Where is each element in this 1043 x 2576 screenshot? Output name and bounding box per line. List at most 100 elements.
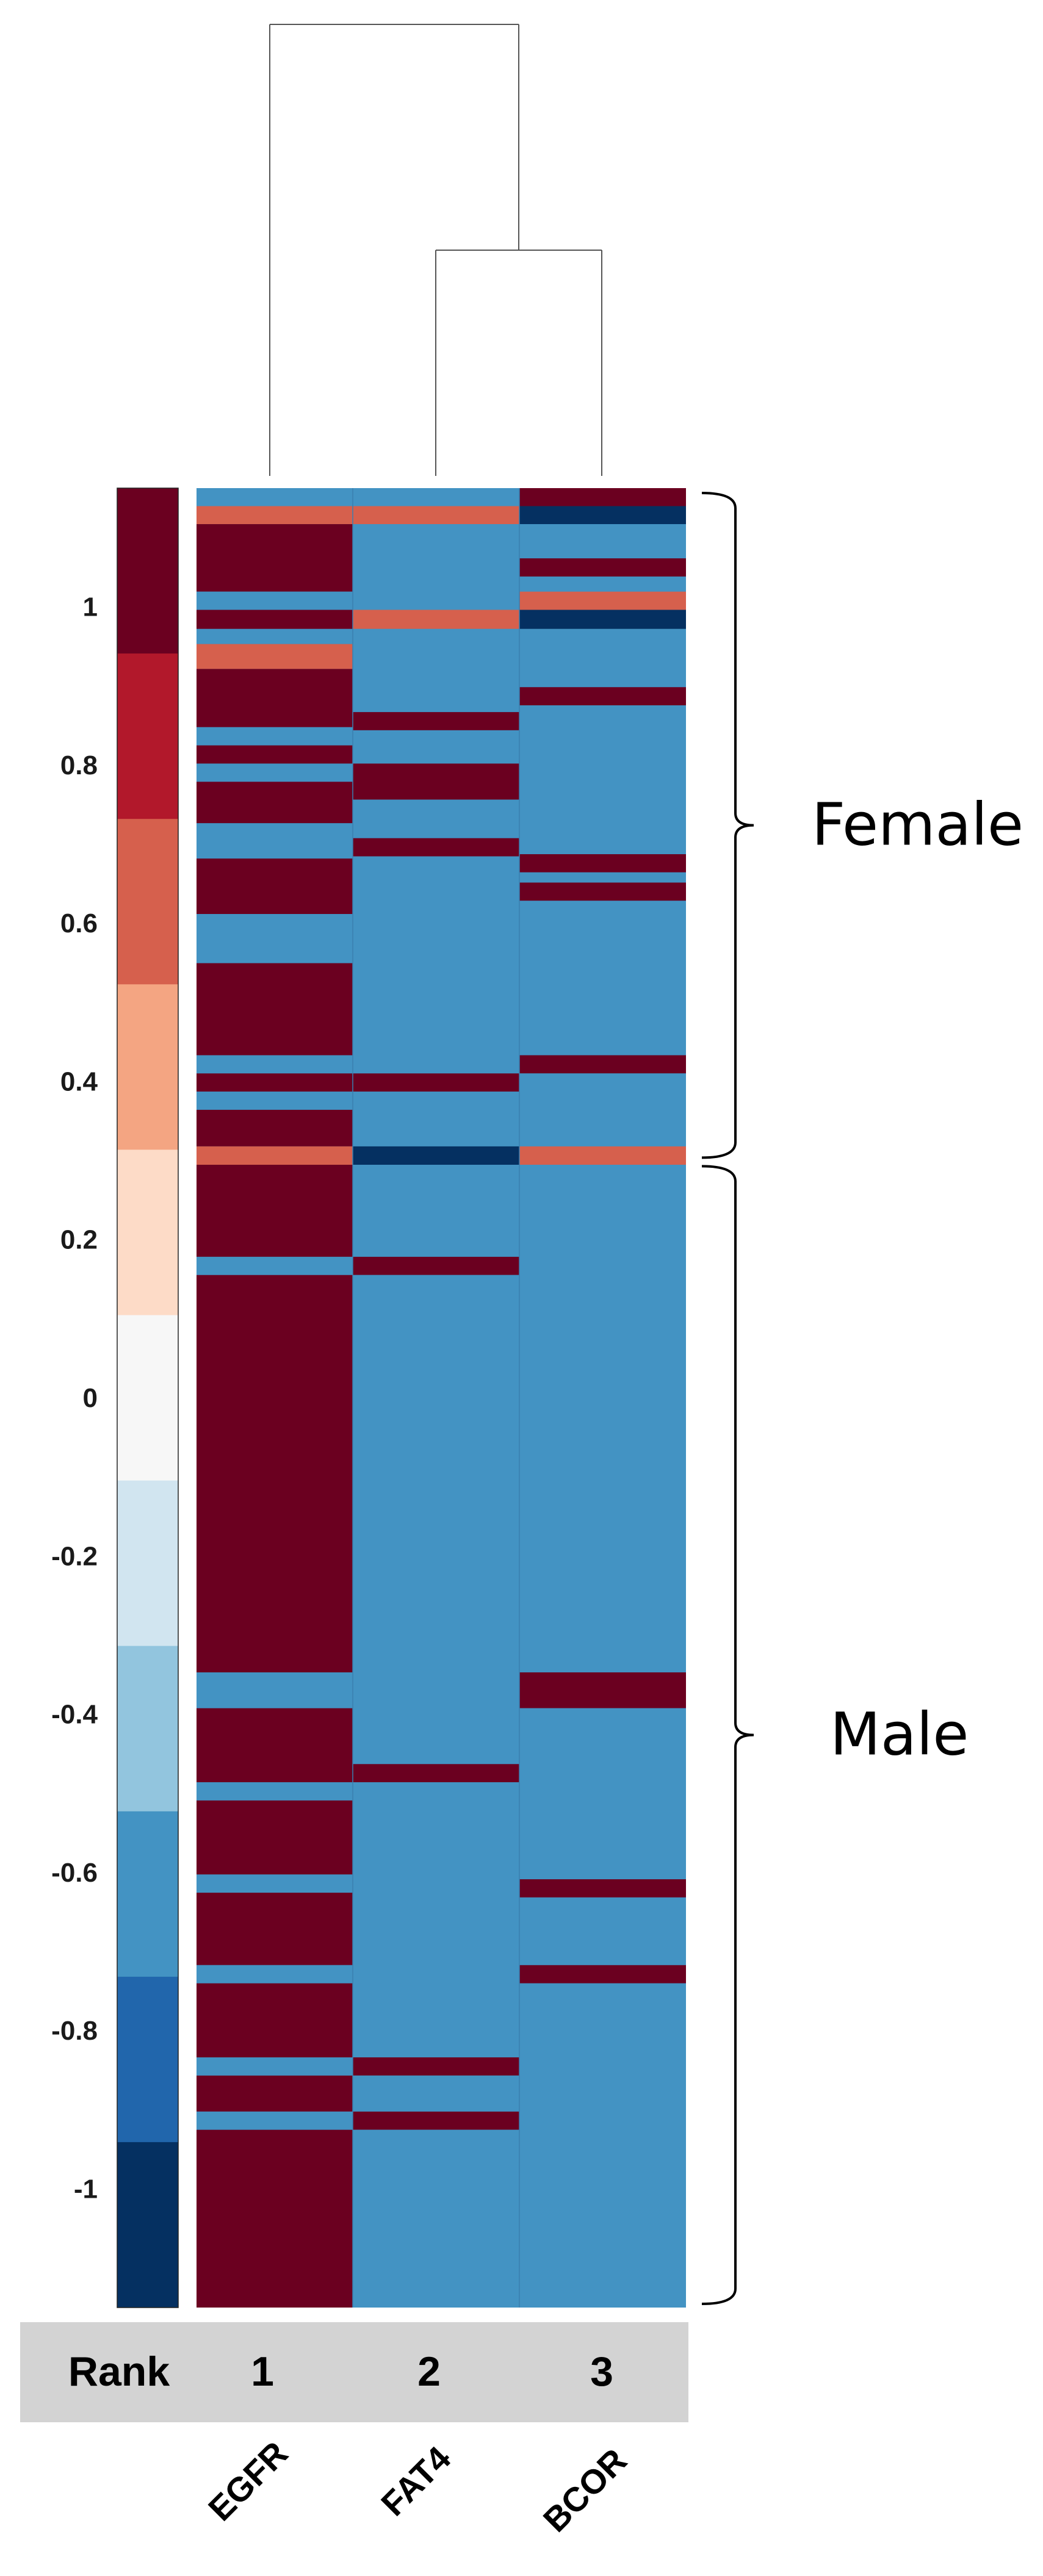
colorbar: [117, 487, 179, 2308]
heatmap-cell-fat4-2: [353, 524, 519, 610]
colorbar-segment-1: [117, 653, 178, 819]
heatmap-cell-bcor-20: [519, 1879, 686, 1898]
heatmap-cell-bcor-14: [519, 1055, 686, 1074]
heatmap-cell-bcor-10: [519, 854, 686, 872]
colorbar-segment-6: [117, 1480, 178, 1647]
heatmap-cell-egfr-35: [197, 2129, 353, 2308]
colorbar-segment-3: [117, 984, 178, 1150]
heatmap-cell-egfr-5: [197, 628, 353, 644]
rank-value-2: 2: [417, 2348, 441, 2395]
heatmap-cell-fat4-18: [353, 1782, 519, 2057]
heatmap-cell-bcor-8: [519, 687, 686, 706]
heatmap-cell-fat4-11: [353, 1073, 519, 1092]
heatmap-cell-bcor-19: [519, 1708, 686, 1880]
heatmap-cell-egfr-16: [197, 1055, 353, 1074]
group-label-male: Male: [830, 1700, 969, 1769]
heatmap-cell-fat4-8: [353, 799, 519, 838]
heatmap-cell-egfr-21: [197, 1165, 353, 1257]
heatmap-cell-fat4-7: [353, 763, 519, 800]
group-brackets: [701, 492, 754, 2305]
heatmap-cell-egfr-9: [197, 745, 353, 764]
heatmap-cell-egfr-14: [197, 914, 353, 963]
heatmap-cell-bcor-16: [519, 1146, 686, 1165]
heatmap-cell-bcor-22: [519, 1965, 686, 1984]
heatmap-cell-fat4-5: [353, 712, 519, 730]
heatmap-cell-fat4-12: [353, 1092, 519, 1146]
heatmap-cell-egfr-24: [197, 1672, 353, 1708]
heatmap-cell-fat4-19: [353, 2057, 519, 2076]
heatmap-cell-egfr-27: [197, 1800, 353, 1875]
heatmap-cell-bcor-5: [519, 591, 686, 610]
colorbar-tick-label-0: 1: [83, 592, 98, 622]
colorbar-tick-label-10: -1: [74, 2175, 98, 2204]
heatmap-cell-egfr-34: [197, 2111, 353, 2130]
heatmap-cell-bcor-1: [519, 506, 686, 525]
heatmap-cell-egfr-8: [197, 727, 353, 746]
heatmap-cell-egfr-0: [197, 488, 353, 506]
heatmap-cell-fat4-20: [353, 2075, 519, 2112]
heatmap-cell-fat4-15: [353, 1256, 519, 1275]
heatmap-cell-egfr-30: [197, 1965, 353, 1984]
heatmap-cell-egfr-12: [197, 823, 353, 859]
colorbar-tick-label-2: 0.6: [60, 908, 98, 938]
heatmap-cell-egfr-19: [197, 1109, 353, 1146]
colorbar-tick-label-6: -0.2: [51, 1541, 98, 1571]
heatmap-cell-bcor-18: [519, 1672, 686, 1708]
colorbar-segment-2: [117, 819, 178, 985]
colorbar-frame: [117, 487, 179, 2308]
rank-value-3: 3: [590, 2348, 613, 2395]
heatmap-cell-egfr-3: [197, 591, 353, 610]
heatmap-cell-bcor-2: [519, 524, 686, 559]
heatmap-cell-bcor-13: [519, 901, 686, 1056]
heatmap-cell-fat4-1: [353, 506, 519, 525]
heatmap-cell-fat4-10: [353, 856, 519, 1074]
column-label-egfr: EGFR: [201, 2434, 295, 2528]
colorbar-tick-labels: 1 0.8 0.6 0.4 0.2 0 -0.2 -0.4 -0.6 -0.8 -1: [51, 592, 98, 2204]
colorbar-tick-label-7: -0.4: [51, 1700, 98, 1730]
colorbar-segment-4: [117, 1149, 178, 1315]
heatmap-cell-egfr-20: [197, 1146, 353, 1165]
heatmap-cell-fat4-9: [353, 838, 519, 857]
heatmap-cell-fat4-3: [353, 610, 519, 629]
heatmap-cell-bcor-15: [519, 1073, 686, 1146]
heatmap-cell-egfr-6: [197, 644, 353, 669]
heatmap-cell-egfr-18: [197, 1092, 353, 1110]
colorbar-segment-8: [117, 1811, 178, 1977]
heatmap-cell-egfr-17: [197, 1073, 353, 1092]
heatmap-cell-egfr-1: [197, 506, 353, 525]
heatmap-cell-bcor-12: [519, 882, 686, 901]
heatmap-cell-egfr-15: [197, 963, 353, 1056]
colorbar-tick-label-9: -0.8: [51, 2016, 98, 2046]
heatmap-cell-fat4-14: [353, 1165, 519, 1257]
heatmap-grid: [197, 488, 686, 2308]
group-label-female: Female: [812, 791, 1023, 859]
colorbar-tick-label-5: 0: [83, 1383, 98, 1413]
colorbar-tick-label-4: 0.2: [60, 1225, 98, 1255]
group-bracket-female: [701, 492, 754, 1159]
heatmap-cell-egfr-7: [197, 669, 353, 727]
heatmap-cell-bcor-7: [519, 628, 686, 688]
heatmap-cell-bcor-21: [519, 1897, 686, 1965]
heatmap-cell-fat4-6: [353, 730, 519, 764]
column-labels: EGFR FAT4 BCOR: [201, 2434, 634, 2539]
heatmap-cell-egfr-33: [197, 2075, 353, 2112]
heatmap-cell-egfr-13: [197, 858, 353, 915]
dendrogram: [269, 24, 602, 476]
column-label-bcor: BCOR: [536, 2441, 634, 2539]
heatmap-cell-fat4-22: [353, 2129, 519, 2308]
heatmap-cell-fat4-13: [353, 1146, 519, 1165]
heatmap-cell-bcor-17: [519, 1165, 686, 1672]
heatmap-cell-egfr-2: [197, 524, 353, 592]
rank-value-1: 1: [251, 2348, 274, 2395]
colorbar-tick-label-1: 0.8: [60, 750, 98, 780]
colorbar-segment-7: [117, 1646, 178, 1812]
heatmap-cell-egfr-32: [197, 2057, 353, 2076]
heatmap-cell-fat4-21: [353, 2111, 519, 2130]
heatmap-cell-bcor-0: [519, 488, 686, 506]
heatmap-cell-fat4-0: [353, 488, 519, 506]
colorbar-tick-label-8: -0.6: [51, 1858, 98, 1888]
heatmap-cell-bcor-6: [519, 610, 686, 629]
colorbar-segment-9: [117, 1976, 178, 2143]
heatmap-cell-egfr-23: [197, 1275, 353, 1672]
